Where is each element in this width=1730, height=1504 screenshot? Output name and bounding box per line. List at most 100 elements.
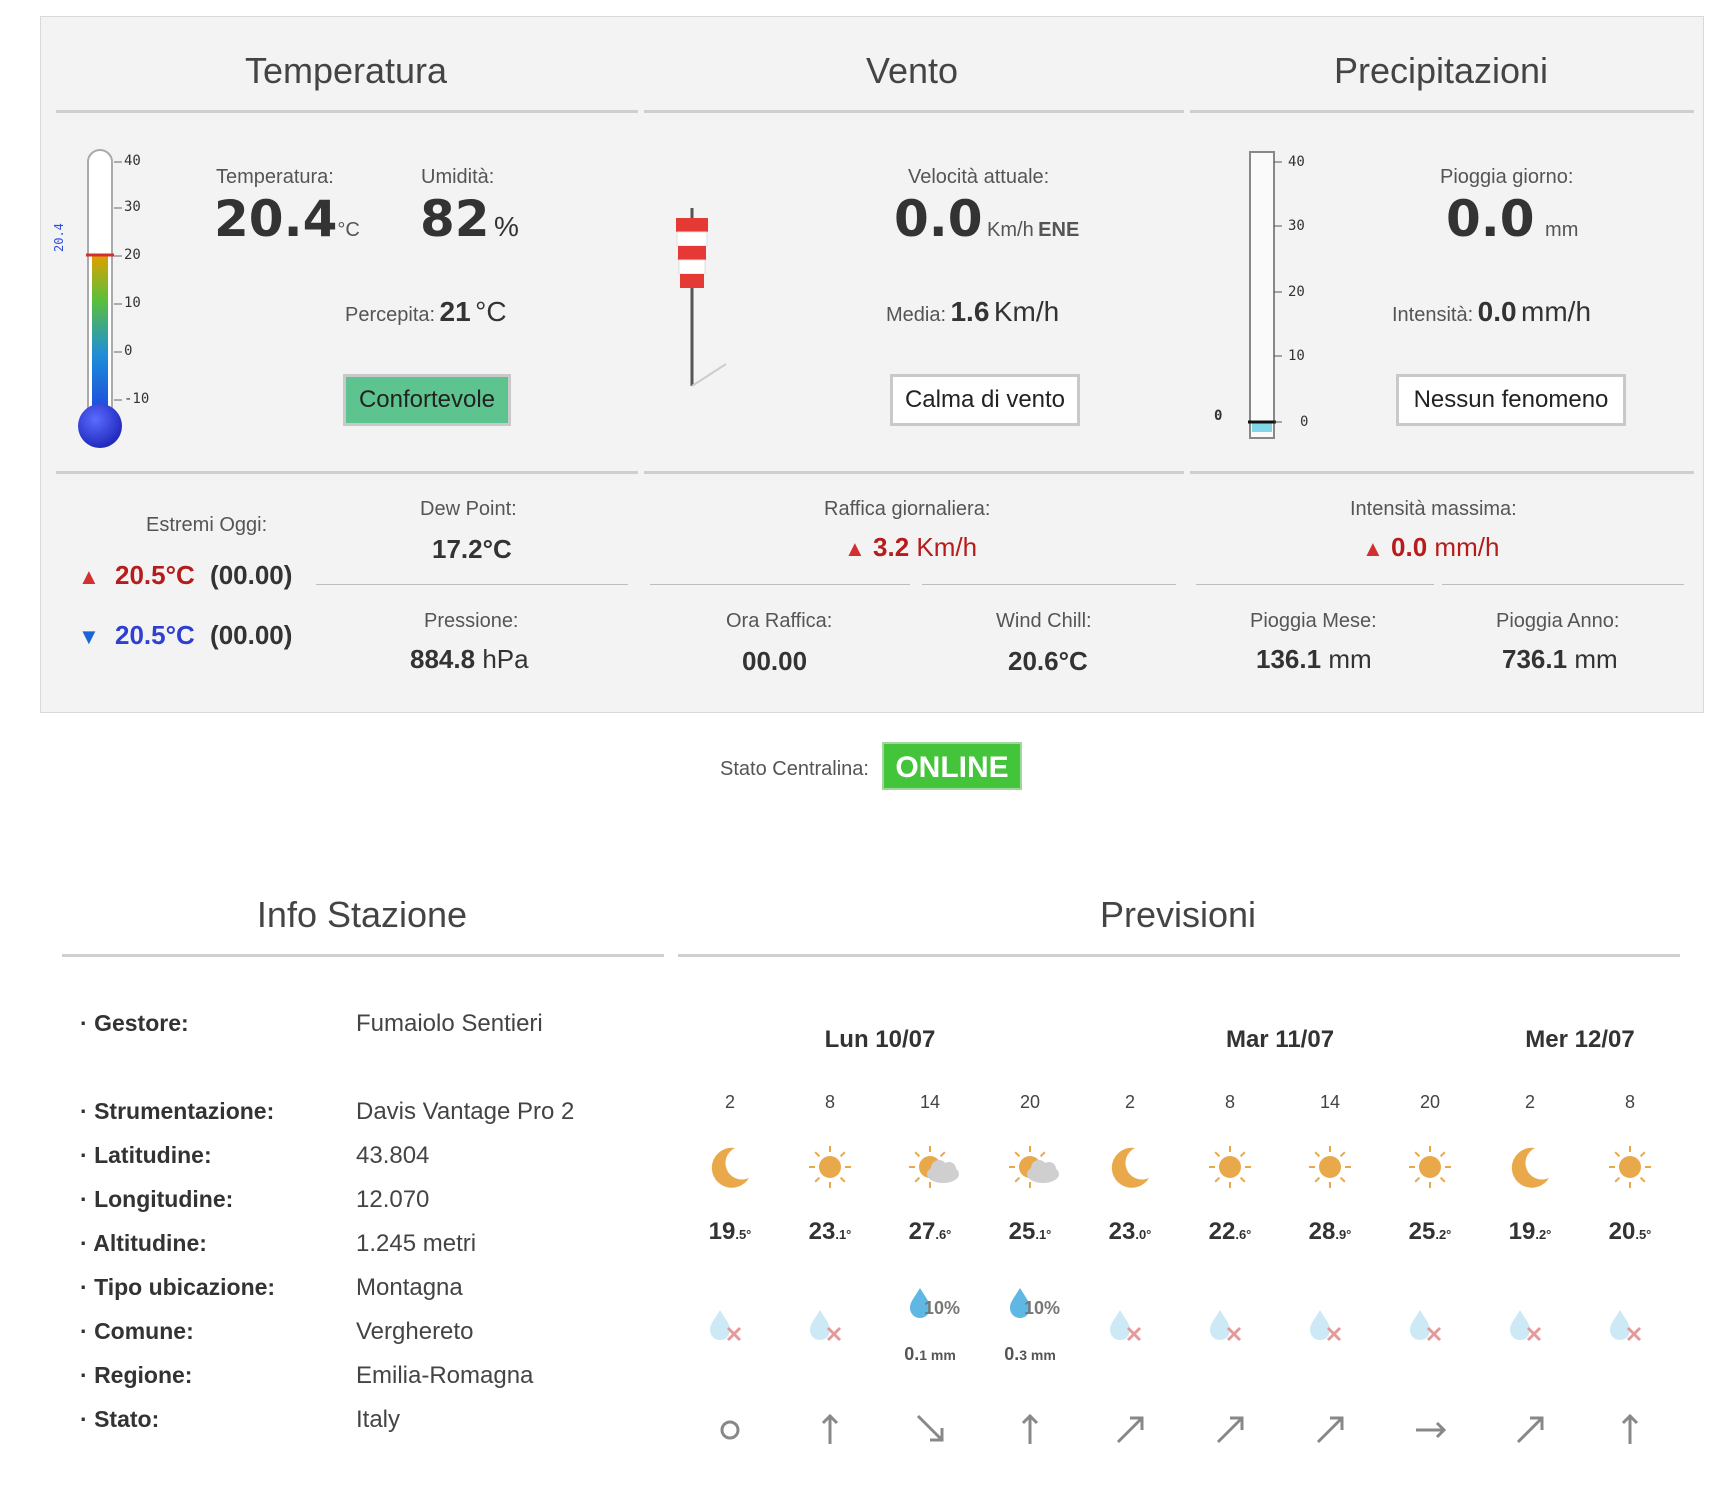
info-value: Italy (356, 1406, 401, 1433)
arrow-north-icon (1621, 1413, 1639, 1444)
humidity-value: 82 (420, 190, 490, 248)
forecast-temp-int: 22 (1208, 1218, 1236, 1245)
gauge-tick: 20 (1288, 284, 1305, 300)
min-arrow-icon: ▼ (78, 624, 100, 649)
max-temp-time: (00.00) (210, 560, 293, 590)
dew-point-value: 17.2°C (432, 534, 512, 564)
info-key: · Altitudine: (80, 1230, 207, 1256)
rain-month-value: 136.1 (1256, 644, 1322, 674)
forecast-temp-int: 28 (1308, 1218, 1336, 1245)
max-rate-unit: mm/h (1434, 532, 1500, 562)
arrow-southeast-icon (916, 1414, 944, 1442)
section-title-info: Info Stazione (256, 894, 468, 935)
pressure-reading: 884.8 hPa (410, 644, 529, 675)
section-title-precipitazioni: Precipitazioni (1333, 50, 1549, 91)
forecast-temp-int: 23 (808, 1218, 836, 1245)
rain-rate-value: 0.0 (1477, 296, 1517, 327)
temperature-value: 20.4 (214, 190, 338, 248)
divider (650, 584, 910, 585)
wind-speed-value: 0.0 (894, 190, 983, 248)
thermo-tick: 20 (124, 247, 141, 263)
divider (922, 584, 1176, 585)
info-value: 43.804 (356, 1142, 430, 1169)
max-rate-value: 0.0 (1391, 532, 1428, 562)
rain-rate-reading: Intensità: 0.0 mm/h (1392, 296, 1591, 328)
forecast-temp: 23.0° (1085, 1218, 1175, 1246)
section-title-previsioni: Previsioni (1099, 894, 1257, 935)
info-key: · Tipo ubicazione: (80, 1274, 276, 1300)
rain-drop-icon (1210, 1310, 1242, 1342)
forecast-hour: 2 (1124, 1092, 1135, 1112)
thermo-tick: 40 (124, 153, 141, 169)
moon-icon (711, 1147, 749, 1188)
humidity-unit: % (494, 211, 519, 242)
pressure-label: Pressione: (424, 610, 519, 632)
info-key: · Regione: (80, 1362, 193, 1388)
humidity-label: Umidità: (421, 166, 495, 188)
station-status-badge: ONLINE (882, 742, 1022, 790)
divider (1196, 584, 1434, 585)
windsock-icon (676, 208, 727, 387)
wind-speed-reading: 0.0 Km/h ENE (894, 190, 1079, 248)
min-temp-time: (00.00) (210, 620, 293, 650)
forecast-temp-dec: .6° (935, 1227, 952, 1242)
rain-rate-label: Intensità: (1392, 304, 1474, 326)
forecast-temp: 19.5° (685, 1218, 775, 1246)
header-rule (62, 954, 664, 957)
section-title-vento: Vento (865, 50, 959, 91)
sun-icon (809, 1146, 851, 1188)
gauge-tick: 0 (1300, 414, 1309, 430)
forecast-temp: 28.9° (1285, 1218, 1375, 1246)
gust-arrow-icon: ▲ (844, 536, 866, 561)
thermo-tick: 30 (124, 199, 141, 215)
moon-icon (1511, 1147, 1549, 1188)
pressure-value: 884.8 (410, 644, 476, 674)
divider (316, 584, 628, 585)
rain-rate-unit: mm/h (1521, 296, 1592, 327)
rain-drop-icon (910, 1288, 930, 1318)
arrow-northeast-icon (1216, 1416, 1244, 1444)
rain-drop-icon (1110, 1310, 1142, 1342)
forecast-temp-dec: .5° (735, 1227, 752, 1242)
rain-drop-icon (710, 1310, 742, 1342)
forecast-temp: 27.6° (885, 1218, 975, 1246)
wind-speed-unit: Km/h (987, 219, 1034, 241)
pressure-unit: hPa (482, 644, 529, 674)
forecast-hour: 20 (1019, 1092, 1041, 1112)
forecast-hour: 14 (1319, 1092, 1341, 1112)
info-value: Davis Vantage Pro 2 (356, 1098, 575, 1125)
gust-time-value: 00.00 (742, 646, 808, 676)
forecast-temp-int: 20 (1608, 1218, 1636, 1245)
info-key: · Gestore: (80, 1010, 189, 1036)
wind-status-badge: Calma di vento (890, 374, 1080, 426)
rain-year-unit: mm (1574, 644, 1618, 674)
forecast-temp-dec: .6° (1235, 1227, 1252, 1242)
header-rule (644, 110, 1184, 113)
perceived-value: 21 (439, 296, 471, 327)
info-value: Fumaiolo Sentieri (356, 1010, 543, 1037)
forecast-temp-int: 27 (908, 1218, 936, 1245)
rain-drop-icon (1310, 1310, 1342, 1342)
info-key: · Stato: (80, 1406, 160, 1432)
temperature-unit: °C (337, 219, 360, 241)
forecast-hour: 8 (824, 1092, 835, 1112)
gust-value: 3.2 (873, 532, 910, 562)
forecast-hour: 2 (1524, 1092, 1535, 1112)
max-arrow-icon: ▲ (78, 564, 100, 589)
rain-day-label: Pioggia giorno: (1440, 166, 1574, 188)
forecast-rain-pct: 10% (924, 1298, 961, 1318)
rain-month-reading: 136.1 mm (1256, 644, 1372, 675)
rain-drop-icon (810, 1310, 842, 1342)
humidity-reading: 82 % (420, 190, 519, 248)
sun-cloud-icon (1009, 1146, 1059, 1188)
section-title-temperatura: Temperatura (244, 50, 448, 91)
station-status-label: Stato Centralina: (720, 758, 869, 780)
wind-speed-label: Velocità attuale: (908, 166, 1050, 188)
moon-icon (1111, 1147, 1149, 1188)
rain-year-value: 736.1 (1502, 644, 1568, 674)
forecast-temp-int: 23 (1108, 1218, 1136, 1245)
temperature-reading: 20.4°C (214, 190, 360, 248)
section-rule (644, 471, 1184, 474)
thermo-tick: 0 (124, 343, 133, 359)
gust-label: Raffica giornaliera: (824, 498, 991, 520)
